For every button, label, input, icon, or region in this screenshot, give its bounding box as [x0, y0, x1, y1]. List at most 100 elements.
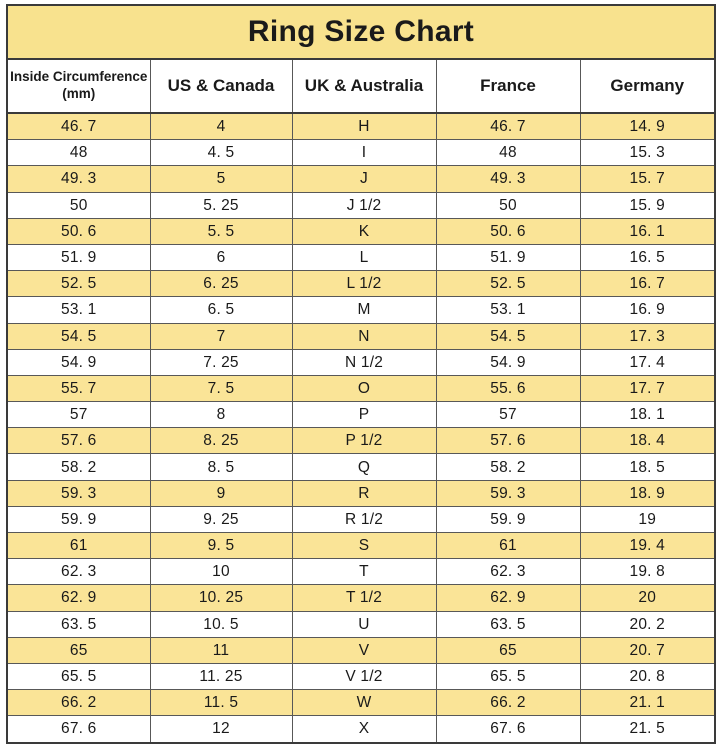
cell-value: 10. 5 [203, 615, 239, 633]
column-header-label: US & Canada [167, 76, 275, 96]
cell-value: 19. 8 [629, 563, 665, 581]
cell-value: 18. 9 [629, 484, 665, 502]
cell-uk-australia: N 1/2 [291, 348, 437, 376]
column-header-france: France [435, 58, 581, 114]
cell-value: 65 [499, 641, 517, 659]
cell-value: 52. 5 [490, 275, 526, 293]
cell-value: 21. 5 [629, 720, 665, 738]
cell-us-canada: 9. 25 [149, 505, 293, 534]
cell-value: 11. 25 [199, 668, 243, 686]
cell-value: 57 [499, 406, 517, 424]
cell-value: 20. 7 [629, 641, 665, 659]
cell-value: 50. 6 [61, 222, 97, 240]
column-header-label: UK & Australia [304, 76, 424, 96]
cell-value: 7. 25 [203, 353, 239, 371]
cell-us-canada: 4. 5 [149, 139, 293, 167]
cell-inside-circumference: 54. 5 [6, 322, 151, 350]
cell-germany: 20. 2 [579, 610, 716, 638]
table-row: 59. 9 9. 25 R 1/2 59. 9 19 [6, 505, 716, 534]
cell-value: 54. 9 [490, 353, 526, 371]
cell-value: 20. 8 [629, 668, 665, 686]
cell-value: 7 [216, 327, 226, 345]
cell-inside-circumference: 49. 3 [6, 165, 151, 193]
column-header-germany: Germany [579, 58, 716, 114]
cell-us-canada: 10 [149, 558, 293, 586]
cell-value: U [358, 615, 370, 633]
cell-inside-circumference: 52. 5 [6, 270, 151, 298]
cell-value: 5. 25 [203, 196, 239, 214]
cell-us-canada: 10. 25 [149, 584, 293, 612]
cell-value: X [358, 720, 370, 738]
cell-value: 4 [216, 118, 226, 136]
cell-france: 54. 5 [435, 322, 581, 350]
cell-france: 59. 3 [435, 479, 581, 507]
cell-value: 46. 7 [61, 118, 97, 136]
cell-germany: 20 [579, 584, 716, 612]
cell-uk-australia: V [291, 636, 437, 664]
cell-value: L [359, 249, 369, 267]
cell-value: 16. 1 [629, 222, 665, 240]
table-row: 65. 5 11. 25 V 1/2 65. 5 20. 8 [6, 662, 716, 691]
cell-germany: 14. 9 [579, 112, 716, 141]
cell-value: T [359, 563, 369, 581]
cell-france: 57. 6 [435, 427, 581, 455]
cell-us-canada: 7. 5 [149, 374, 293, 403]
cell-value: 7. 5 [207, 379, 235, 397]
cell-us-canada: 11 [149, 636, 293, 664]
cell-value: J 1/2 [346, 196, 382, 214]
cell-inside-circumference: 53. 1 [6, 296, 151, 324]
chart-title-row: Ring Size Chart [6, 4, 716, 60]
cell-uk-australia: K [291, 217, 437, 245]
cell-value: 8. 5 [207, 458, 235, 476]
cell-value: 57 [69, 406, 88, 424]
cell-value: N 1/2 [344, 353, 384, 371]
table-header-row: Inside Circumference (mm) US & Canada UK… [6, 58, 716, 114]
cell-inside-circumference: 62. 9 [6, 584, 151, 612]
cell-germany: 18. 9 [579, 479, 716, 507]
cell-value: Q [357, 458, 371, 476]
cell-france: 61 [435, 531, 581, 560]
cell-value: 20 [638, 589, 657, 607]
cell-inside-circumference: 65 [6, 636, 151, 664]
cell-us-canada: 6. 25 [149, 270, 293, 298]
chart-title-cell: Ring Size Chart [6, 4, 716, 60]
cell-value: 18. 5 [629, 458, 665, 476]
cell-france: 50 [435, 191, 581, 219]
cell-france: 51. 9 [435, 243, 581, 272]
cell-france: 50. 6 [435, 217, 581, 245]
cell-us-canada: 7 [149, 322, 293, 350]
cell-uk-australia: L 1/2 [291, 270, 437, 298]
cell-uk-australia: Q [291, 453, 437, 481]
cell-uk-australia: P [291, 401, 437, 429]
cell-value: 49. 3 [61, 170, 97, 188]
column-header-line1: Inside Circumference [10, 69, 148, 85]
cell-france: 46. 7 [435, 112, 581, 141]
cell-us-canada: 5. 5 [149, 217, 293, 245]
cell-inside-circumference: 63. 5 [6, 610, 151, 638]
cell-value: 61 [499, 537, 517, 555]
cell-value: 65 [69, 641, 88, 659]
table-row: 57 8 P 57 18. 1 [6, 401, 716, 429]
table-row: 49. 3 5 J 49. 3 15. 7 [6, 165, 716, 193]
cell-value: R 1/2 [344, 510, 384, 528]
cell-value: 19 [638, 510, 657, 528]
cell-value: 5. 5 [207, 222, 235, 240]
cell-value: N [358, 327, 370, 345]
cell-inside-circumference: 57. 6 [6, 427, 151, 455]
cell-us-canada: 5. 25 [149, 191, 293, 219]
cell-value: 62. 9 [61, 589, 97, 607]
cell-value: 9 [216, 484, 226, 502]
cell-value: I [361, 144, 367, 162]
cell-france: 48 [435, 139, 581, 167]
cell-value: 59. 3 [490, 484, 526, 502]
cell-germany: 20. 7 [579, 636, 716, 664]
cell-us-canada: 5 [149, 165, 293, 193]
cell-france: 52. 5 [435, 270, 581, 298]
cell-germany: 15. 9 [579, 191, 716, 219]
cell-inside-circumference: 59. 3 [6, 479, 151, 507]
cell-value: 67. 6 [490, 720, 526, 738]
cell-uk-australia: J [291, 165, 437, 193]
cell-inside-circumference: 61 [6, 531, 151, 560]
cell-value: 48 [499, 144, 517, 162]
table-row: 52. 5 6. 25 L 1/2 52. 5 16. 7 [6, 270, 716, 298]
